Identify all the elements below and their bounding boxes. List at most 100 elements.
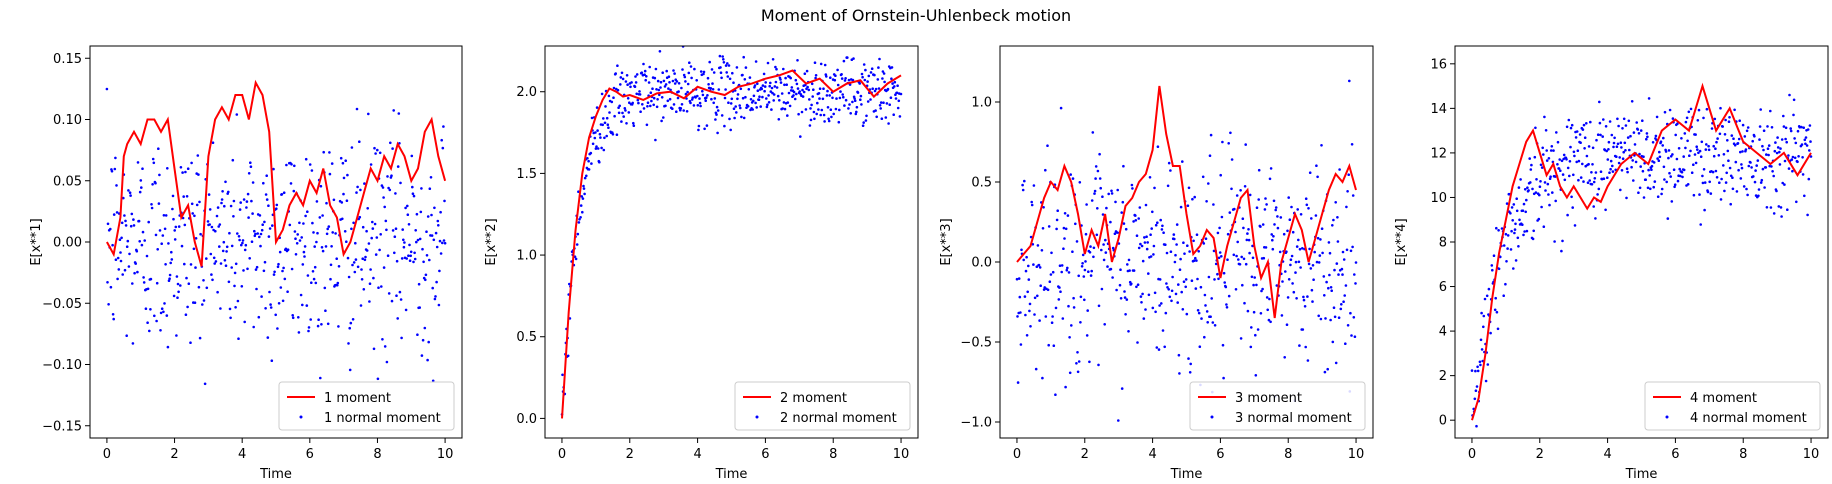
scatter-point [262,181,265,185]
scatter-point [1766,125,1769,128]
scatter-point [1782,125,1786,128]
scatter-point [1480,311,1483,315]
scatter-point [176,296,179,300]
scatter-point [1338,168,1341,171]
x-tick-label: 2 [1081,447,1089,462]
scatter-point [1637,191,1640,194]
scatter-point [230,244,234,248]
scatter-point [607,94,611,98]
scatter-point [1346,324,1350,327]
scatter-point [1610,133,1614,137]
scatter-point [862,63,866,66]
legend-box [734,381,911,431]
scatter-point [1789,129,1793,133]
scatter-point [1723,189,1726,193]
scatter-point [281,299,285,303]
scatter-point [149,308,152,311]
scatter-point [240,243,243,247]
scatter-point [1777,205,1781,208]
scatter-point [815,112,818,116]
scatter-point [318,216,322,219]
scatter-point [428,258,431,262]
scatter-point [1044,315,1048,318]
scatter-point [1087,270,1090,274]
scatter-point [1769,206,1773,209]
scatter-point [132,224,136,227]
scatter-point [383,205,387,209]
scatter-point [1647,168,1650,172]
scatter-point [111,243,114,247]
scatter-point [1203,335,1206,339]
scatter-point [803,72,807,75]
x-tick-label: 2 [626,447,634,462]
scatter-point [879,107,882,110]
scatter-point [813,61,817,64]
scatter-point [214,229,217,233]
scatter-point [1514,222,1517,226]
y-tick-label: −0.05 [42,297,82,312]
scatter-point [259,244,262,248]
legend-label: 3 moment [1235,391,1302,406]
x-tick-label: 4 [238,447,246,462]
scatter-point [1692,193,1696,197]
scatter-point [399,298,403,301]
scatter-point [762,72,766,76]
scatter-point [1683,132,1687,135]
scatter-point [1668,171,1671,175]
legend-label: 4 moment [1690,391,1757,406]
scatter-point [1272,235,1275,238]
scatter-point [1482,314,1486,318]
scatter-point [165,314,169,317]
scatter-point [384,219,388,223]
scatter-point [783,83,786,87]
scatter-point [1770,165,1773,168]
scatter-point [377,286,380,290]
scatter-point [1791,169,1794,173]
scatter-point [137,219,141,223]
scatter-point [1115,288,1118,292]
scatter-point [1604,125,1608,128]
scatter-point [1301,328,1305,331]
scatter-point [1324,317,1327,320]
scatter-point [1144,203,1148,207]
y-tick-label: 0.10 [53,113,82,128]
scatter-point [662,116,665,119]
scatter-point [151,183,154,186]
scatter-point [1790,158,1794,161]
scatter-point [322,150,326,154]
scatter-point [763,85,767,88]
scatter-point [172,294,176,298]
scatter-point [648,65,651,69]
scatter-point [777,118,781,121]
scatter-point [1696,148,1699,151]
scatter-point [1652,161,1656,164]
scatter-point [284,247,288,251]
scatter-point [1054,393,1057,397]
scatter-point [1139,242,1142,246]
scatter-point [604,105,607,108]
scatter-point [697,128,700,132]
scatter-point [855,105,859,109]
scatter-point [1349,249,1353,253]
scatter-point [1674,133,1677,137]
scatter-point [375,236,379,239]
scatter-point [1687,110,1691,114]
scatter-point [148,329,151,333]
series-line [1016,85,1357,319]
scatter-point [1555,131,1558,134]
scatter-point [620,120,623,123]
scatter-point [1572,150,1576,154]
scatter-point [1219,173,1222,177]
scatter-point [814,76,817,80]
scatter-point [264,193,268,196]
scatter-point [414,229,418,232]
scatter-point [767,101,771,104]
scatter-point [1504,282,1507,286]
scatter-point [1176,301,1179,304]
scatter-point [1310,217,1313,220]
scatter-point [644,78,647,82]
scatter-point [1741,123,1745,127]
scatter-point [297,331,301,334]
scatter-point [222,240,226,244]
scatter-point [237,235,241,238]
